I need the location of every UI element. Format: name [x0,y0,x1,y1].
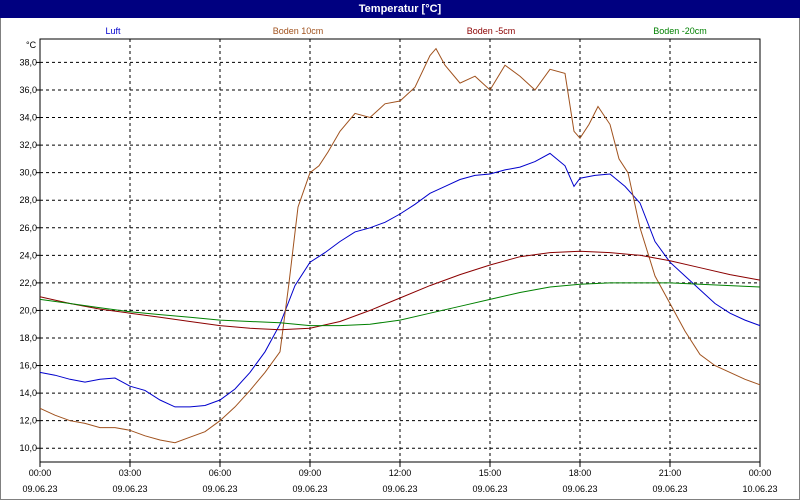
legend-entry: Boden 10cm [273,26,324,36]
y-tick-label: 28,0 [19,195,37,205]
x-tick-date: 10.06.23 [742,484,777,494]
y-tick-label: 20,0 [19,305,37,315]
x-tick-time: 09:00 [299,468,322,478]
x-tick-date: 09.06.23 [652,484,687,494]
x-tick-date: 09.06.23 [562,484,597,494]
grid [36,38,761,467]
y-tick-label: 36,0 [19,85,37,95]
y-tick-label: 22,0 [19,278,37,288]
series-line-3 [39,250,761,331]
y-tick-label: 24,0 [19,250,37,260]
series-line-2 [39,47,761,444]
x-tick-time: 15:00 [479,468,502,478]
y-tick-label: 34,0 [19,113,37,123]
legend-entry: Boden -5cm [467,26,516,36]
y-tick-label: 30,0 [19,168,37,178]
legend: Luft Boden 10cm Boden -5cm Boden -20cm [105,26,706,36]
x-tick-time: 00:00 [29,468,52,478]
x-tick-date: 09.06.23 [382,484,417,494]
x-tick-date: 09.06.23 [22,484,57,494]
x-tick-time: 18:00 [569,468,592,478]
y-tick-label: 10,0 [19,443,37,453]
y-tick-label: 16,0 [19,361,37,371]
x-tick-time: 03:00 [119,468,142,478]
y-tick-label: 18,0 [19,333,37,343]
x-tick-date: 09.06.23 [112,484,147,494]
y-tick-label: 12,0 [19,416,37,426]
legend-entry: Luft [105,26,121,36]
x-tick-time: 06:00 [209,468,232,478]
x-tick-labels: 00:00 09.06.23 03:00 09.06.23 06:00 09.06.23 0… [22,468,777,494]
y-tick-label: 32,0 [19,140,37,150]
x-tick-time: 12:00 [389,468,412,478]
y-tick-label: 14,0 [19,388,37,398]
series-line-4 [39,282,761,327]
y-tick-labels: 10,0 12,0 14,0 16,0 18,0 20,0 22,0 24,0 26,0 28,0… [19,57,37,453]
y-tick-label: 38,0 [19,57,37,67]
x-tick-date: 09.06.23 [472,484,507,494]
series-lines [39,47,761,444]
series-line-1 [39,152,761,408]
x-tick-date: 09.06.23 [202,484,237,494]
x-tick-date: 09.06.23 [292,484,327,494]
x-tick-time: 21:00 [659,468,682,478]
window-title: Temperatur [°C] [0,0,800,18]
x-tick-time: 00:00 [749,468,772,478]
y-unit-label: °C [26,40,37,50]
legend-entry: Boden -20cm [653,26,707,36]
y-tick-label: 26,0 [19,223,37,233]
